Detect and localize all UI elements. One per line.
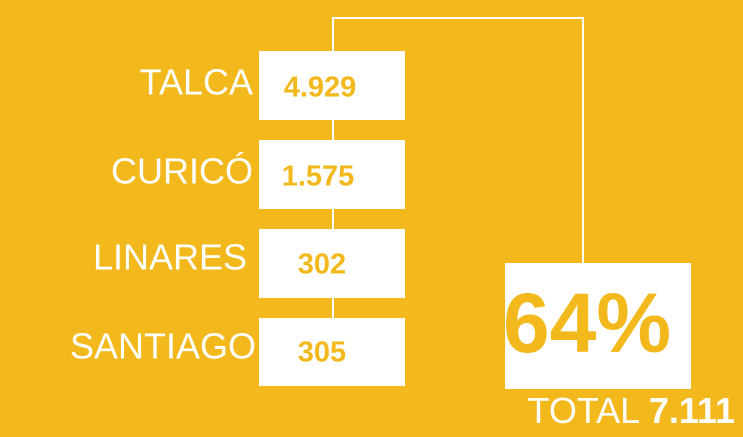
- total-value: 7.111: [649, 390, 735, 431]
- city-label: LINARES: [93, 237, 247, 278]
- value-box: [259, 229, 405, 298]
- city-label: TALCA: [140, 62, 253, 103]
- city-label: SANTIAGO: [70, 326, 256, 367]
- value-box: [259, 318, 405, 386]
- total-label: TOTAL: [528, 390, 640, 431]
- city-value: 4.929: [284, 72, 357, 104]
- value-box: [259, 51, 405, 120]
- city-value: 305: [298, 337, 346, 369]
- share-box: [505, 263, 691, 389]
- city-value: 302: [298, 249, 346, 281]
- share: 64%: [503, 276, 671, 370]
- city-value: 1.575: [282, 161, 355, 193]
- total: TOTAL 7.111: [528, 390, 736, 431]
- city-label: CURICÓ: [111, 151, 253, 192]
- value-box: [259, 140, 405, 209]
